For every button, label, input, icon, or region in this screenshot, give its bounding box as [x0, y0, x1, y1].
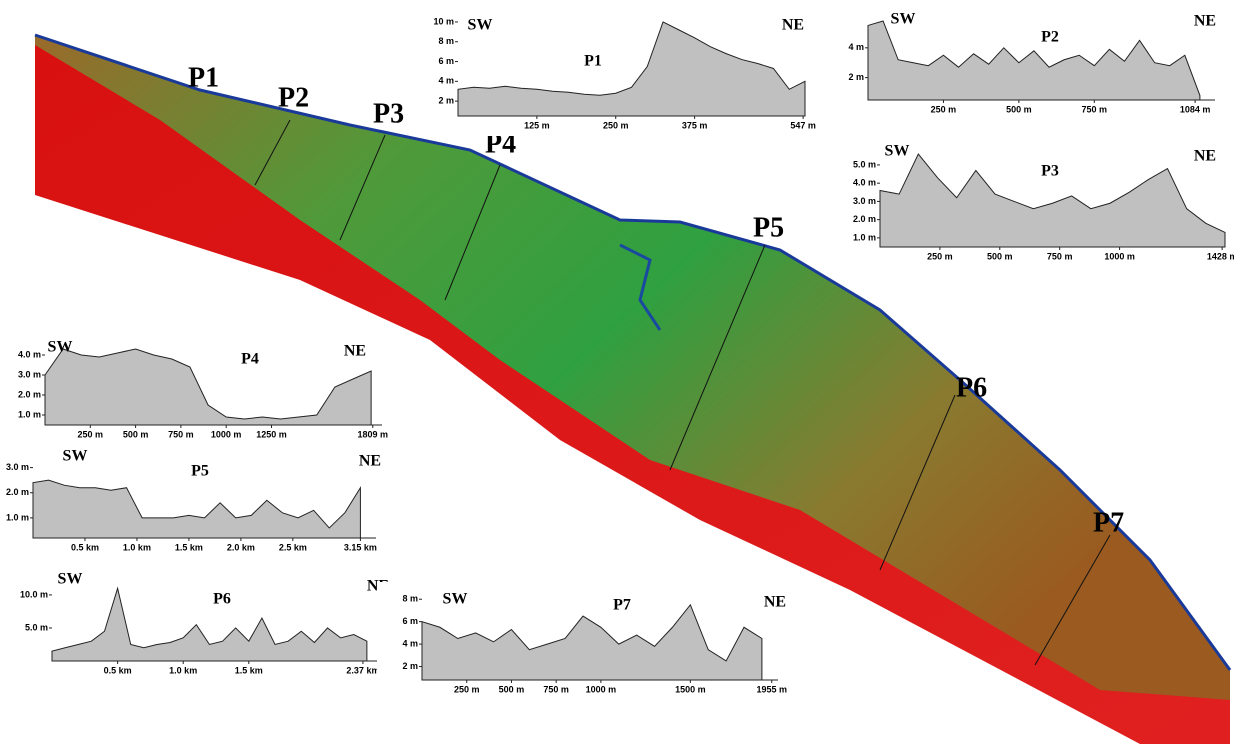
y-tick-label: 1.0 m — [6, 512, 29, 522]
figure: P1 P2 P3 P4 P5 P6 P7 2 m 4 m 6 m 8 m 10 m 125… — [0, 0, 1234, 744]
y-tick-label: 3.0 m — [18, 369, 41, 379]
profile-chart: 1.0 m 2.0 m 3.0 m 0.5 km 1.0 km 1.5 km 2.0 km 2… — [0, 448, 383, 558]
x-tick-label: 1.5 km — [175, 542, 203, 552]
x-tick-label: 0.5 km — [71, 542, 99, 552]
map-label: P2 — [278, 82, 309, 113]
x-tick-label: 250 m — [78, 429, 104, 439]
y-tick-label: 3.0 m — [6, 462, 29, 472]
x-tick-label: 1.0 km — [169, 665, 197, 675]
profile-title: P6 — [213, 591, 231, 608]
direction-label: NE — [764, 594, 786, 611]
x-tick-label: 3.15 km — [344, 542, 377, 552]
x-tick-label: 1000 m — [1104, 251, 1135, 261]
profile-title: P4 — [241, 351, 259, 368]
map-label: P5 — [753, 212, 784, 243]
profile-title: P7 — [613, 597, 631, 614]
direction-label: SW — [885, 143, 910, 160]
x-tick-label: 500 m — [499, 684, 525, 694]
y-tick-label: 2.0 m — [18, 389, 41, 399]
x-tick-label: 1428 m — [1207, 251, 1234, 261]
y-tick-label: 6 m — [438, 56, 454, 66]
x-tick-label: 1250 m — [256, 429, 287, 439]
profile-title: P3 — [1041, 163, 1059, 180]
y-tick-label: 4 m — [438, 76, 454, 86]
x-tick-label: 750 m — [168, 429, 194, 439]
x-tick-label: 1084 m — [1180, 104, 1211, 114]
y-tick-label: 4 m — [848, 42, 864, 52]
y-tick-label: 8 m — [402, 594, 418, 604]
direction-label: SW — [443, 591, 468, 608]
profile-title: P2 — [1041, 29, 1059, 46]
x-tick-label: 1.5 km — [235, 665, 263, 675]
direction-label: SW — [891, 11, 916, 28]
direction-label: SW — [48, 339, 73, 356]
profile-chart: 2 m 4 m 250 m 500 m 750 m 1084 m P2 SW NE — [823, 11, 1222, 120]
y-tick-label: 4.0 m — [18, 349, 41, 359]
x-tick-label: 250 m — [454, 684, 480, 694]
x-tick-label: 1500 m — [675, 684, 706, 694]
x-tick-label: 2.0 km — [227, 542, 255, 552]
direction-label: SW — [63, 448, 88, 465]
x-tick-label: 2.5 km — [279, 542, 307, 552]
profile-chart: 1.0 m 2.0 m 3.0 m 4.0 m 5.0 m 250 m 500 m 750 m… — [835, 143, 1234, 267]
y-tick-label: 4.0 m — [853, 178, 876, 188]
x-tick-label: 375 m — [682, 120, 708, 130]
y-tick-label: 10.0 m — [20, 589, 48, 599]
map-label: P3 — [373, 98, 404, 129]
y-tick-label: 2.0 m — [6, 487, 29, 497]
y-tick-label: 2.0 m — [853, 214, 876, 224]
y-tick-label: 2 m — [848, 72, 864, 82]
direction-label: NE — [344, 343, 366, 360]
x-tick-label: 1955 m — [756, 684, 787, 694]
direction-label: SW — [468, 17, 493, 34]
profile-title: P5 — [191, 463, 209, 480]
direction-label: NE — [1194, 13, 1216, 30]
x-tick-label: 0.5 km — [104, 665, 132, 675]
profile-title: P1 — [584, 53, 602, 70]
map-label: P6 — [956, 372, 987, 403]
profile-chart: 5.0 m 10.0 m 0.5 km 1.0 km 1.5 km 2.37 km P6 SW… — [7, 571, 389, 681]
x-tick-label: 250 m — [931, 104, 957, 114]
profile-chart: 2 m 4 m 6 m 8 m 10 m 125 m 250 m 375 m 547 m P1 SW… — [413, 11, 816, 136]
x-tick-label: 125 m — [524, 120, 550, 130]
x-tick-label: 500 m — [1006, 104, 1032, 114]
x-tick-label: 750 m — [1047, 251, 1073, 261]
profile-chart: 1.0 m 2.0 m 3.0 m 4.0 m 250 m 500 m 750 m 1000 … — [0, 335, 389, 445]
x-tick-label: 250 m — [603, 120, 629, 130]
x-tick-label: 2.37 km — [346, 665, 379, 675]
x-tick-label: 1809 m — [357, 429, 388, 439]
y-tick-label: 5.0 m — [853, 159, 876, 169]
direction-label: NE — [1194, 148, 1216, 165]
y-tick-label: 8 m — [438, 36, 454, 46]
x-tick-label: 250 m — [927, 251, 953, 261]
x-tick-label: 500 m — [123, 429, 149, 439]
x-tick-label: 1.0 km — [123, 542, 151, 552]
y-tick-label: 3.0 m — [853, 196, 876, 206]
direction-label: SW — [58, 571, 83, 588]
direction-label: NE — [782, 17, 804, 34]
y-tick-label: 1.0 m — [853, 232, 876, 242]
direction-label: NE — [359, 453, 381, 470]
profile-chart: 2 m 4 m 6 m 8 m 250 m 500 m 750 m 1000 m 1500 m 1… — [377, 582, 787, 700]
x-tick-label: 1000 m — [586, 684, 617, 694]
y-tick-label: 6 m — [402, 616, 418, 626]
x-tick-label: 750 m — [543, 684, 569, 694]
map-label: P7 — [1093, 507, 1124, 538]
x-tick-label: 1000 m — [211, 429, 242, 439]
y-tick-label: 5.0 m — [25, 622, 48, 632]
map-label: P1 — [188, 62, 219, 93]
x-tick-label: 750 m — [1082, 104, 1108, 114]
y-tick-label: 4 m — [402, 638, 418, 648]
y-tick-label: 2 m — [438, 96, 454, 106]
x-tick-label: 500 m — [987, 251, 1013, 261]
y-tick-label: 2 m — [402, 661, 418, 671]
y-tick-label: 10 m — [433, 16, 454, 26]
y-tick-label: 1.0 m — [18, 409, 41, 419]
x-tick-label: 547 m — [790, 120, 816, 130]
